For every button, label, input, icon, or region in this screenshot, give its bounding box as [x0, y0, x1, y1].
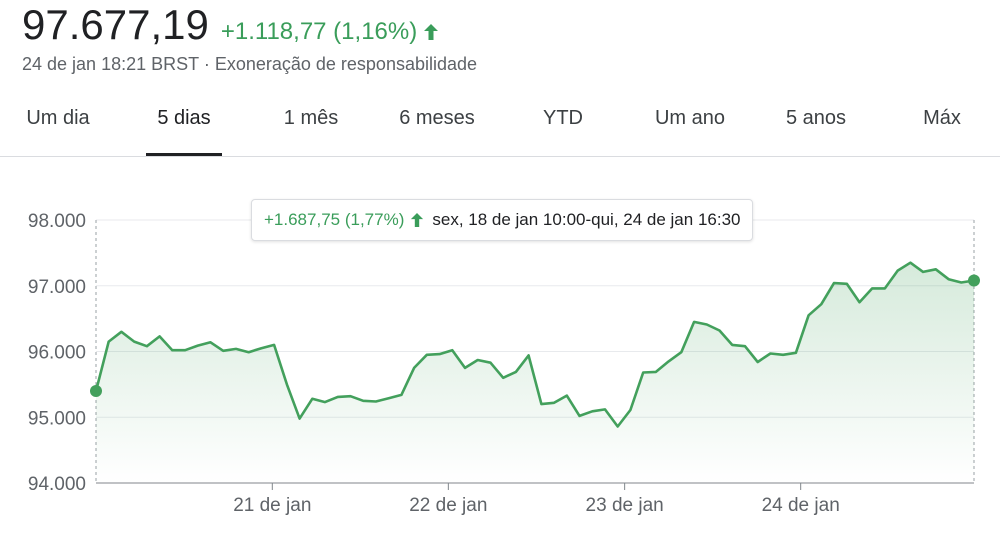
y-tick-label: 97.000 — [28, 277, 86, 298]
y-tick-label: 94.000 — [28, 474, 86, 495]
arrow-up-icon — [411, 213, 424, 227]
y-tick-label: 96.000 — [28, 343, 86, 364]
end-marker — [968, 274, 980, 287]
x-tick-label: 21 de jan — [233, 495, 311, 516]
tooltip-change: +1.687,75 (1,77%) — [264, 210, 432, 230]
y-tick-label: 98.000 — [28, 211, 86, 232]
price-chart[interactable]: 98.000 97.000 96.000 95.000 94.000 21 de jan 2… — [0, 160, 1000, 540]
tooltip-change-value: +1.687,75 (1,77%) — [264, 210, 405, 229]
tab-5-dias[interactable]: 5 dias — [157, 107, 211, 129]
current-price: 97.677,19 — [22, 1, 209, 48]
tooltip-range: sex, 18 de jan 10:00-qui, 24 de jan 16:3… — [432, 210, 741, 229]
tab-max[interactable]: Máx — [923, 107, 961, 129]
tab-5-anos[interactable]: 5 anos — [785, 107, 847, 129]
price-area — [96, 262, 974, 483]
price-change: +1.118,77 (1,16%) — [220, 18, 439, 45]
tab-1-mes[interactable]: 1 mês — [283, 107, 339, 129]
x-tick-label: 24 de jan — [762, 495, 840, 516]
price-header: 97.677,19 +1.118,77 (1,16%) — [22, 1, 439, 48]
arrow-up-icon — [424, 24, 439, 41]
x-tick-label: 23 de jan — [586, 495, 664, 516]
range-tabs: Um dia 5 dias 1 mês 6 meses YTD Um ano 5… — [0, 92, 1000, 157]
tab-um-ano[interactable]: Um ano — [654, 107, 726, 129]
tab-um-dia[interactable]: Um dia — [26, 107, 90, 129]
price-line — [94, 261, 975, 428]
tab-6-meses[interactable]: 6 meses — [399, 107, 475, 129]
disclaimer-link[interactable]: Exoneração de responsabilidade — [214, 54, 478, 74]
separator: · — [203, 54, 210, 74]
tab-ytd[interactable]: YTD — [543, 107, 583, 129]
active-tab-indicator — [146, 153, 222, 156]
price-change-value: +1.118,77 (1,16%) — [220, 18, 418, 45]
range-tooltip: +1.687,75 (1,77%) sex, 18 de jan 10:00-q… — [251, 199, 754, 241]
y-tick-label: 95.000 — [28, 408, 86, 429]
price-subline: 24 de jan 18:21 BRST · Exoneração de res… — [22, 54, 477, 75]
start-marker — [90, 384, 102, 397]
x-tick-label: 22 de jan — [409, 495, 487, 516]
timestamp: 24 de jan 18:21 BRST — [22, 54, 199, 74]
